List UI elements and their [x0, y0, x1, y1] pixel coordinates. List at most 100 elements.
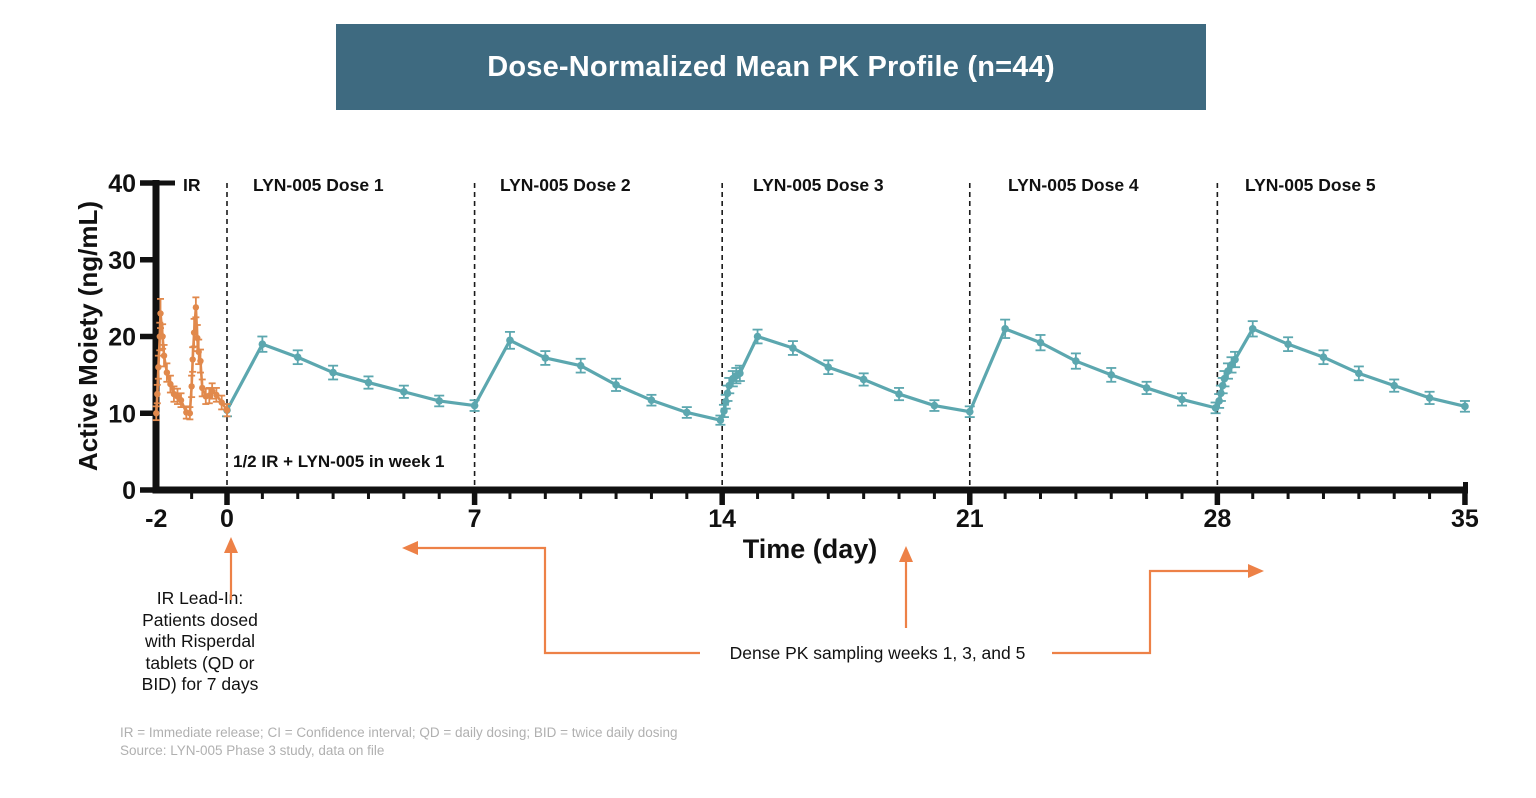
lyn005-data-point — [1036, 338, 1045, 347]
lyn005-data-point — [1224, 367, 1232, 375]
region-label-dose4: LYN-005 Dose 4 — [1008, 175, 1139, 195]
ir-data-point — [199, 384, 206, 392]
y-tick-label: 0 — [122, 477, 136, 505]
lyn005-data-point — [895, 390, 903, 398]
lyn005-data-point — [1231, 355, 1239, 364]
ir-data-point — [195, 348, 202, 356]
ir-data-point — [154, 390, 161, 398]
x-tick-label: -2 — [145, 505, 167, 533]
lyn005-data-point — [364, 378, 373, 387]
lyn005-data-point — [716, 416, 725, 424]
lyn005-data-point — [683, 408, 691, 417]
x-tick-label: 14 — [708, 505, 736, 533]
region-label-dose5: LYN-005 Dose 5 — [1245, 175, 1376, 195]
footnote-abbreviations: IR = Immediate release; CI = Confidence … — [120, 725, 678, 740]
lyn005-data-point — [1107, 371, 1116, 379]
lyn005-data-point — [965, 407, 974, 416]
lyn005-data-point — [723, 389, 732, 398]
ir-leadin-annotation: IR Lead-In: Patients dosed with Risperda… — [141, 588, 259, 694]
ir-data-point — [208, 387, 216, 395]
ir-data-point — [155, 364, 162, 371]
arrow-head-right — [1248, 564, 1264, 578]
lyn005-data-point — [435, 397, 444, 405]
lyn005-data-point — [1319, 353, 1328, 362]
lyn005-data-point — [789, 344, 797, 352]
ir-data-point — [160, 352, 168, 359]
lyn005-data-point — [1218, 381, 1227, 390]
lyn005-data-point — [1142, 384, 1151, 392]
ir-data-point — [192, 304, 200, 311]
lyn005-data-point — [1390, 381, 1399, 390]
lyn005-data-point — [258, 340, 267, 348]
ir-data-point — [206, 392, 213, 399]
ir-data-point — [177, 397, 185, 404]
lyn005-data-point — [1461, 402, 1469, 411]
lyn005-data-point — [720, 407, 728, 415]
lyn005-data-point — [470, 401, 479, 410]
lyn005-data-point — [1284, 340, 1292, 348]
x-tick-label: 21 — [956, 505, 984, 533]
arrow-head-up-middle — [899, 546, 913, 562]
lyn005-data-point — [1217, 389, 1225, 398]
lyn005-data-point — [721, 397, 730, 406]
ir-data-point — [188, 383, 195, 390]
lyn005-data-point — [506, 336, 514, 345]
x-tick-label: 28 — [1203, 505, 1231, 533]
arrow-head-left — [402, 541, 418, 555]
lyn005-data-point — [1178, 395, 1186, 404]
lyn005-data-point — [736, 369, 744, 378]
y-tick-label: 10 — [108, 400, 136, 428]
lyn005-data-point — [930, 401, 939, 410]
lyn005-data-point — [725, 381, 734, 390]
x-axis-title: Time (day) — [742, 534, 878, 564]
y-tick-label: 20 — [108, 324, 136, 352]
lyn005-data-point — [612, 381, 620, 389]
dense-pk-right-connector — [1052, 569, 1250, 655]
ir-data-point — [189, 356, 196, 363]
y-tick-label: 40 — [108, 170, 136, 198]
page-title: Dose-Normalized Mean PK Profile (n=44) — [487, 50, 1055, 83]
dense-pk-left-connector — [410, 546, 700, 655]
ir-data-point — [163, 369, 171, 376]
lyn005-data-point — [1220, 374, 1229, 383]
arrow-head-up-ir — [224, 537, 238, 553]
lyn005-data-point — [1355, 369, 1363, 378]
lyn005-data-point — [541, 354, 550, 362]
lyn005-data-point — [753, 332, 762, 341]
lyn005-data-point — [293, 353, 302, 362]
lyn005-data-point — [400, 387, 408, 396]
region-label-dose2: LYN-005 Dose 2 — [500, 175, 631, 195]
title-banner: Dose-Normalized Mean PK Profile (n=44) — [336, 24, 1206, 110]
lyn005-data-point — [1227, 361, 1236, 369]
ir-data-point — [223, 406, 231, 414]
ir-data-point — [153, 410, 160, 417]
lyn005-data-point — [647, 396, 656, 405]
y-tick-label: 30 — [108, 247, 136, 275]
lyn005-data-point — [1425, 394, 1434, 402]
ir-data-point — [194, 334, 201, 342]
ir-data-point — [213, 391, 220, 399]
x-tick-label: 0 — [220, 505, 234, 533]
ir-data-point — [167, 380, 174, 388]
lyn005-data-point — [1248, 325, 1257, 333]
ir-data-point — [218, 399, 225, 406]
lyn005-data-point — [576, 361, 585, 370]
week1-note: 1/2 IR + LYN-005 in week 1 — [233, 452, 445, 471]
ir-data-point — [157, 310, 164, 317]
lyn005-data-point — [1072, 357, 1080, 365]
ir-data-point — [197, 357, 204, 365]
lyn005-data-point — [1215, 397, 1223, 405]
ir-data-point — [186, 410, 194, 417]
region-label-dose3: LYN-005 Dose 3 — [753, 175, 884, 195]
lyn005-data-point — [859, 375, 868, 384]
x-tick-label: 35 — [1451, 505, 1479, 533]
x-tick-label: 7 — [468, 505, 482, 533]
ir-data-point — [159, 333, 166, 340]
region-label-dose1: LYN-005 Dose 1 — [253, 175, 384, 195]
lyn005-data-point — [1001, 325, 1009, 333]
ir-data-point — [190, 329, 198, 336]
lyn005-data-point — [1211, 404, 1220, 412]
region-label-ir: IR — [183, 175, 201, 195]
